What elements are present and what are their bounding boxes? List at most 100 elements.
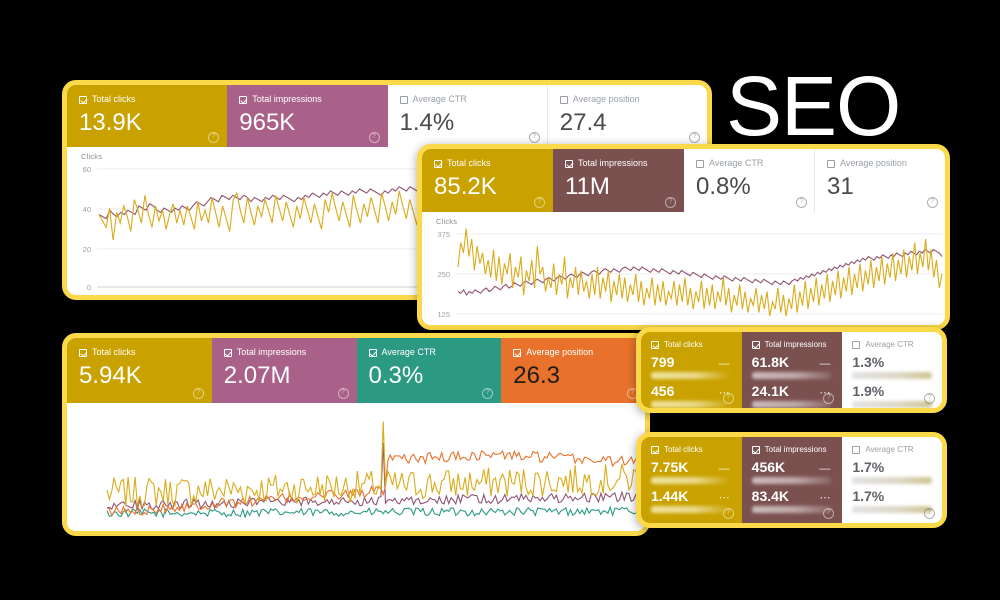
checkbox-checked-icon[interactable] [651, 446, 659, 454]
metric-value: 1.9% [852, 383, 885, 399]
chart-series-average-ctr [106, 505, 644, 519]
checkbox-checked-icon[interactable] [223, 348, 232, 357]
metric-tile-label-wrap: Total clicks [651, 340, 731, 350]
checkbox-unchecked-icon[interactable] [852, 446, 861, 454]
metric-tile-average-position[interactable]: Average position 26.3 ? [501, 338, 645, 403]
metric-delta: ⋯ [718, 387, 731, 399]
redacted-sublabel [651, 477, 731, 484]
metric-tile-total-clicks[interactable]: Total clicks 13.9K ? [67, 85, 228, 147]
help-icon[interactable]: ? [722, 393, 734, 404]
help-icon[interactable]: ? [665, 197, 676, 208]
metric-label: Total impressions [236, 347, 307, 357]
metric-value: 0.8% [696, 173, 751, 200]
metric-row-current: 456K — [752, 459, 832, 475]
metric-label: Average CTR [412, 94, 467, 104]
metric-tile-average-ctr[interactable]: Average CTR 0.3% ? [356, 338, 502, 403]
redacted-sublabel [852, 477, 933, 484]
help-icon[interactable]: ? [924, 508, 936, 519]
metric-label: Total clicks [664, 340, 703, 349]
seo-mini-card-upper[interactable]: Total clicks 799 — 456 ⋯ ? Total impress… [636, 327, 947, 413]
metric-tile-average-position[interactable]: Average position 31 ? [815, 149, 945, 212]
help-icon[interactable]: ? [534, 197, 545, 208]
help-icon[interactable]: ? [823, 393, 835, 404]
checkbox-checked-icon[interactable] [79, 348, 87, 357]
performance-chart-mid-right[interactable]: Clicks 375 250 125 [422, 212, 945, 325]
metric-tile-total-impressions[interactable]: Total impressions 2.07M ? [211, 338, 357, 403]
help-icon[interactable]: ? [337, 388, 349, 399]
metric-row-current: 1.7% [852, 459, 932, 475]
performance-chart-bottom-left[interactable] [67, 403, 645, 531]
redacted-sublabel [651, 506, 731, 513]
checkbox-unchecked-icon[interactable] [696, 159, 704, 168]
checkbox-unchecked-icon[interactable] [827, 159, 835, 168]
metric-tile-total-clicks[interactable]: Total clicks 7.75K — 1.44K ⋯ ? [641, 437, 742, 523]
checkbox-unchecked-icon[interactable] [559, 95, 568, 104]
checkbox-checked-icon[interactable] [751, 446, 760, 454]
chart-series-total-impressions [106, 442, 644, 512]
metric-tile-label-wrap: Average CTR [368, 347, 489, 358]
checkbox-checked-icon[interactable] [79, 95, 87, 104]
metric-tile-label-wrap: Total clicks [434, 158, 540, 169]
metric-tile-total-impressions[interactable]: Total impressions 965K ? [227, 85, 388, 147]
checkbox-unchecked-icon[interactable] [399, 95, 408, 104]
metric-value: 83.4K [751, 488, 790, 504]
metric-tile-total-clicks[interactable]: Total clicks 799 — 456 ⋯ ? [641, 332, 742, 408]
checkbox-checked-icon[interactable] [513, 348, 522, 357]
metric-tile-label-wrap: Average CTR [399, 94, 535, 105]
help-icon[interactable]: ? [368, 132, 380, 143]
help-icon[interactable]: ? [927, 197, 938, 208]
checkbox-checked-icon[interactable] [239, 95, 248, 104]
help-icon[interactable]: ? [722, 508, 734, 519]
metric-tile-total-impressions[interactable]: Total impressions 61.8K — 24.1K ⋯ ? [741, 332, 843, 408]
seo-card-mid-right[interactable]: Total clicks 85.2K ? Total impressions 1… [417, 144, 950, 330]
metric-label: Total impressions [764, 445, 827, 454]
metric-tile-total-impressions[interactable]: Total impressions 11M ? [553, 149, 684, 212]
chart-y-axis-title: Clicks [81, 152, 103, 161]
metric-value: 85.2K [434, 173, 497, 200]
help-icon[interactable]: ? [482, 388, 494, 399]
checkbox-checked-icon[interactable] [751, 341, 760, 349]
chart-y-tick-labels: 60 40 20 0 [83, 165, 91, 292]
chart-series-clicks [457, 228, 943, 317]
help-icon[interactable]: ? [192, 388, 204, 399]
metric-tile-label-wrap: Average CTR [696, 158, 802, 169]
metric-row-current: 799 — [651, 354, 731, 370]
metric-tile-total-clicks[interactable]: Total clicks 85.2K ? [422, 149, 553, 212]
chart-series-average-position [106, 449, 644, 517]
checkbox-unchecked-icon[interactable] [852, 341, 861, 349]
metric-tile-label-wrap: Total impressions [223, 347, 344, 358]
redacted-sublabel [852, 506, 933, 513]
chart-gridlines [456, 233, 943, 315]
help-icon[interactable]: ? [208, 132, 220, 143]
checkbox-checked-icon[interactable] [368, 348, 377, 357]
seo-mini-card-lower[interactable]: Total clicks 7.75K — 1.44K ⋯ ? Total imp… [636, 432, 947, 528]
redacted-sublabel [852, 372, 933, 379]
metric-label: Total impressions [764, 340, 827, 349]
metric-value: 26.3 [513, 362, 560, 389]
metric-tile-average-ctr[interactable]: Average CTR 1.4% ? [387, 85, 548, 147]
seo-card-bottom-left[interactable]: Total clicks 5.94K ? Total impressions 2… [62, 333, 650, 536]
metric-tile-average-ctr[interactable]: Average CTR 1.3% 1.9% ? [842, 332, 942, 408]
help-icon[interactable]: ? [796, 197, 807, 208]
checkbox-checked-icon[interactable] [651, 341, 659, 349]
metric-row-previous: 456 ⋯ [651, 383, 731, 399]
chart-y-tick-labels: 375 250 125 [437, 230, 450, 319]
chart-series-comparison [457, 248, 943, 296]
metric-value: 11M [565, 173, 610, 200]
metric-tile-total-impressions[interactable]: Total impressions 456K — 83.4K ⋯ ? [741, 437, 843, 523]
metric-value: 456 [651, 383, 675, 399]
metric-tile-average-ctr[interactable]: Average CTR 1.7% 1.7% ? [842, 437, 942, 523]
checkbox-checked-icon[interactable] [434, 159, 442, 168]
metric-tile-row: Total clicks 85.2K ? Total impressions 1… [422, 149, 945, 212]
metric-value: 799 [651, 354, 675, 370]
checkbox-checked-icon[interactable] [565, 159, 573, 168]
metric-tile-average-ctr[interactable]: Average CTR 0.8% ? [684, 149, 815, 212]
metric-tile-total-clicks[interactable]: Total clicks 5.94K ? [67, 338, 212, 403]
help-icon[interactable]: ? [924, 393, 936, 404]
metric-delta: — [718, 463, 731, 475]
help-icon[interactable]: ? [689, 132, 700, 143]
help-icon[interactable]: ? [823, 508, 835, 519]
metric-tile-average-position[interactable]: Average position 27.4 ? [547, 85, 707, 147]
help-icon[interactable]: ? [528, 132, 540, 143]
